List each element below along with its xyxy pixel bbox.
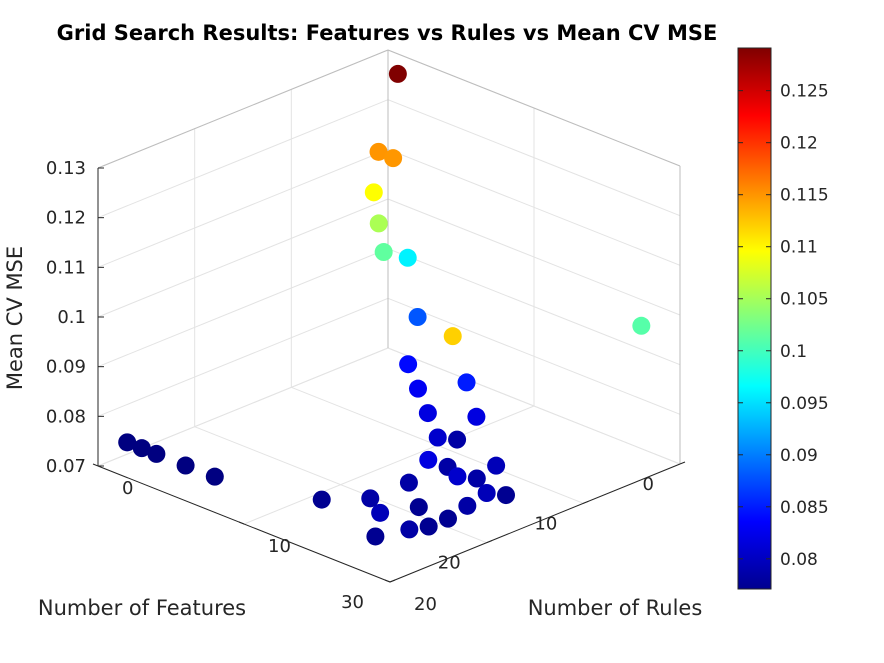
x-tick-label: 0 bbox=[643, 474, 654, 495]
colorbar-tick-label: 0.125 bbox=[780, 82, 829, 102]
y-tick-label: 0 bbox=[122, 478, 133, 499]
data-point bbox=[448, 467, 467, 486]
axes-box bbox=[92, 49, 686, 583]
data-point bbox=[497, 486, 515, 505]
z-tick-label: 0.09 bbox=[46, 357, 86, 378]
data-point bbox=[388, 64, 407, 83]
data-point bbox=[448, 430, 467, 449]
data-point bbox=[366, 527, 385, 546]
colorbar-tick-label: 0.115 bbox=[780, 186, 829, 206]
grid-line-z bbox=[97, 297, 389, 417]
x-tick-mark bbox=[583, 500, 589, 504]
data-point bbox=[409, 379, 427, 398]
z-axis-label: Mean CV MSE bbox=[3, 246, 27, 390]
tick-labels: 0 10 20 30 0 10 20 0.07 0.08 0.09 0.1 0.11 0.12 0.13 bbox=[46, 158, 654, 615]
data-point bbox=[467, 469, 486, 488]
x-tick-mark bbox=[389, 579, 396, 583]
data-point bbox=[384, 149, 403, 168]
grid-line-y bbox=[243, 405, 535, 525]
data-point bbox=[419, 450, 438, 469]
grid-line-z bbox=[97, 198, 389, 318]
data-point bbox=[400, 520, 419, 539]
data-point bbox=[132, 439, 151, 458]
data-point bbox=[205, 467, 224, 486]
colorbar-tick-label: 0.1 bbox=[780, 342, 807, 362]
chart-title: Grid Search Results: Features vs Rules v… bbox=[57, 21, 718, 45]
x-axis-label: Number of Features bbox=[38, 596, 246, 620]
data-point bbox=[439, 509, 457, 528]
y-tick-mark bbox=[238, 521, 245, 525]
colorbar-tick-label: 0.105 bbox=[780, 290, 829, 310]
data-point bbox=[418, 404, 437, 423]
data-point bbox=[374, 243, 393, 262]
data-points bbox=[118, 64, 651, 546]
colorbar-tick-label: 0.12 bbox=[780, 134, 818, 154]
data-point bbox=[408, 308, 427, 326]
data-point bbox=[398, 248, 417, 267]
data-point bbox=[369, 214, 388, 233]
data-point bbox=[176, 456, 195, 475]
data-point bbox=[364, 183, 383, 202]
x-axis-line bbox=[389, 463, 681, 583]
colorbar-tick-label: 0.095 bbox=[780, 394, 829, 414]
y-axis-label: Number of Rules bbox=[528, 596, 703, 620]
data-point bbox=[409, 498, 428, 517]
colorbar-tick-label: 0.08 bbox=[780, 550, 818, 570]
data-point bbox=[632, 316, 651, 335]
box-edge bbox=[387, 49, 681, 167]
colorbar-tick-label: 0.085 bbox=[780, 498, 829, 518]
data-point bbox=[477, 484, 496, 502]
colorbar-ticks: 0.08 0.085 0.09 0.095 0.1 0.105 0.11 0.115 0.12 0… bbox=[738, 82, 829, 570]
z-tick-label: 0.1 bbox=[57, 307, 86, 328]
data-point bbox=[118, 433, 137, 452]
data-point bbox=[467, 407, 486, 426]
x-tick-label: 20 bbox=[438, 553, 461, 574]
data-point bbox=[371, 503, 390, 522]
x-tick-mark bbox=[486, 540, 492, 544]
colorbar-tick-label: 0.11 bbox=[780, 238, 818, 258]
data-point bbox=[457, 373, 476, 392]
data-point bbox=[458, 496, 477, 515]
data-point bbox=[419, 517, 438, 536]
y-tick-mark bbox=[384, 579, 391, 583]
x-tick-label: 10 bbox=[534, 513, 557, 534]
z-tick-label: 0.12 bbox=[46, 208, 86, 229]
grid-line-z bbox=[97, 248, 389, 368]
z-tick-label: 0.13 bbox=[46, 158, 86, 179]
z-tick-label: 0.08 bbox=[46, 406, 86, 427]
grid-line-z bbox=[97, 99, 389, 219]
y-tick-mark bbox=[92, 463, 99, 467]
data-point bbox=[428, 428, 447, 447]
data-point bbox=[369, 142, 388, 161]
data-point bbox=[487, 456, 506, 475]
grid-lines bbox=[97, 49, 681, 583]
x-tick-label: 30 bbox=[341, 592, 364, 613]
data-point bbox=[361, 489, 380, 508]
y-tick-label: 10 bbox=[268, 536, 291, 557]
z-tick-label: 0.07 bbox=[46, 456, 86, 477]
box-edge bbox=[97, 49, 389, 169]
y-tick-label: 20 bbox=[414, 594, 437, 615]
colorbar: 0.08 0.085 0.09 0.095 0.1 0.105 0.11 0.115 0.12 0… bbox=[737, 47, 829, 590]
data-point bbox=[147, 444, 166, 463]
colorbar-tick-label: 0.09 bbox=[780, 446, 818, 466]
z-tick-label: 0.11 bbox=[46, 257, 86, 278]
grid-line-z bbox=[97, 148, 389, 268]
colorbar-gradient bbox=[737, 47, 772, 590]
data-point bbox=[399, 355, 418, 374]
x-tick-mark bbox=[679, 461, 686, 465]
data-point bbox=[399, 473, 418, 492]
data-point bbox=[443, 327, 462, 346]
data-point bbox=[312, 490, 331, 509]
